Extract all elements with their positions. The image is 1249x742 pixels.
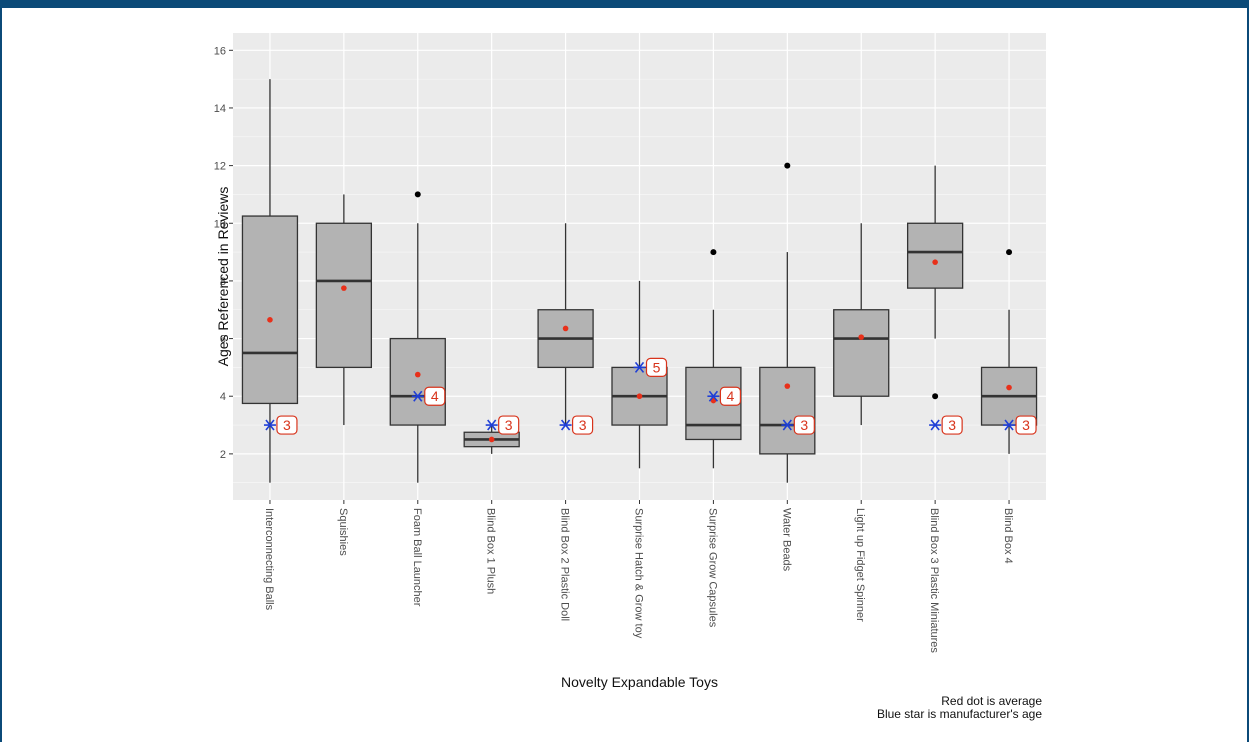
star-stroke bbox=[265, 419, 275, 431]
y-tick-label: 12 bbox=[214, 161, 226, 173]
manufacturer-age-label-box bbox=[1015, 415, 1037, 435]
box-2 bbox=[315, 194, 373, 426]
y-tick-label: 10 bbox=[214, 218, 226, 230]
manufacturer-age-label: 3 bbox=[579, 417, 587, 433]
manufacturer-age-label: 3 bbox=[283, 417, 291, 433]
outlier-point bbox=[414, 191, 421, 198]
manufacturer-age-label-box bbox=[276, 415, 298, 435]
legend-note-average: Red dot is average bbox=[941, 694, 1042, 708]
mean-dot bbox=[562, 325, 569, 332]
x-axis-title: Novelty Expandable Toys bbox=[561, 674, 718, 690]
box-body bbox=[833, 309, 890, 397]
manufacturer-age-label-box bbox=[424, 386, 446, 406]
manufacturer-star bbox=[781, 419, 794, 431]
box-body bbox=[389, 337, 446, 426]
x-tick-label: Foam Ball Launcher bbox=[411, 508, 423, 607]
box-5: 3 bbox=[537, 223, 594, 435]
star-stroke bbox=[560, 419, 571, 431]
mean-dot bbox=[858, 334, 865, 340]
y-tick-label: 8 bbox=[220, 276, 226, 288]
manufacturer-age-label: 3 bbox=[800, 417, 808, 433]
outlier-point bbox=[710, 249, 717, 256]
outlier-point bbox=[784, 162, 791, 169]
mean-dot bbox=[1006, 384, 1012, 391]
top-frame-bar bbox=[0, 0, 1249, 8]
x-tick-label: Water Beads bbox=[780, 508, 792, 572]
star-stroke bbox=[634, 361, 645, 373]
box-body bbox=[315, 222, 373, 369]
x-tick-label: Surprise Hatch & Grow toy bbox=[633, 508, 645, 639]
manufacturer-age-label-box bbox=[571, 415, 594, 435]
x-tick-label: Interconnecting Balls bbox=[263, 508, 275, 611]
x-tick-label: Blind Box 3 Plastic Miniatures bbox=[928, 508, 940, 653]
manufacturer-star bbox=[485, 419, 498, 431]
box-3: 4 bbox=[389, 191, 446, 483]
manufacturer-age-label: 3 bbox=[1022, 417, 1030, 433]
manufacturer-age-label-box bbox=[645, 357, 668, 377]
outlier-point bbox=[932, 393, 939, 400]
legend-note-manufacturer: Blue star is manufacturer's age bbox=[876, 707, 1042, 721]
manufacturer-star bbox=[559, 419, 572, 431]
mean-dot bbox=[267, 317, 273, 323]
outlier-point bbox=[1006, 249, 1013, 256]
x-tick-label: Blind Box 4 bbox=[1002, 508, 1014, 564]
box-9 bbox=[833, 223, 890, 426]
manufacturer-star bbox=[929, 419, 942, 431]
manufacturer-age-label-box bbox=[793, 415, 815, 435]
x-tick-label: Blind Box 2 Plastic Doll bbox=[559, 508, 571, 621]
star-stroke bbox=[413, 390, 423, 402]
y-tick-label: 4 bbox=[220, 391, 226, 403]
mean-dot bbox=[414, 371, 421, 378]
x-tick-label: Surprise Grow Capsules bbox=[706, 508, 718, 628]
left-frame-border bbox=[0, 8, 2, 742]
box-4: 3 bbox=[463, 415, 520, 454]
manufacturer-age-label-box bbox=[498, 415, 520, 435]
manufacturer-age-label: 5 bbox=[653, 359, 661, 375]
manufacturer-age-label: 4 bbox=[727, 388, 735, 404]
box-10: 3 bbox=[906, 165, 964, 435]
star-stroke bbox=[782, 419, 792, 431]
manufacturer-age-label: 4 bbox=[431, 388, 439, 404]
box-1: 3 bbox=[241, 79, 299, 483]
right-frame-border bbox=[1247, 8, 1249, 742]
star-stroke bbox=[930, 419, 940, 431]
y-tick-label: 2 bbox=[220, 449, 226, 461]
manufacturer-star bbox=[707, 390, 720, 402]
manufacturer-age-label: 3 bbox=[948, 417, 956, 433]
manufacturer-age-label: 3 bbox=[505, 417, 513, 433]
manufacturer-star bbox=[411, 390, 424, 402]
box-body bbox=[906, 222, 964, 289]
manufacturer-star bbox=[633, 361, 646, 373]
mean-dot bbox=[784, 383, 791, 389]
star-stroke bbox=[487, 419, 497, 431]
mean-dot bbox=[488, 436, 495, 443]
star-stroke bbox=[708, 390, 719, 402]
box-body bbox=[241, 215, 299, 405]
star-stroke bbox=[1004, 419, 1014, 431]
mean-dot bbox=[932, 259, 938, 265]
x-tick-label: Light up Fidget Spinner bbox=[854, 508, 866, 622]
manufacturer-age-label-box bbox=[719, 386, 742, 406]
box-8: 3 bbox=[759, 162, 816, 483]
box-body bbox=[759, 366, 816, 455]
y-tick-label: 16 bbox=[214, 45, 226, 57]
manufacturer-star bbox=[1003, 419, 1016, 431]
x-tick-label: Squishies bbox=[337, 508, 349, 556]
box-6: 5 bbox=[611, 280, 668, 469]
y-axis-title: Ages Referenced in Reviews bbox=[215, 187, 231, 367]
mean-dot bbox=[636, 393, 643, 400]
mean-dot bbox=[341, 285, 347, 291]
manufacturer-star bbox=[263, 419, 276, 431]
y-tick-label: 6 bbox=[220, 334, 226, 346]
manufacturer-age-label-box bbox=[941, 415, 963, 435]
y-tick-label: 14 bbox=[214, 103, 226, 115]
x-tick-label: Blind Box 1 Plush bbox=[485, 508, 497, 594]
box-7: 4 bbox=[685, 249, 742, 469]
box-11: 3 bbox=[980, 249, 1038, 454]
